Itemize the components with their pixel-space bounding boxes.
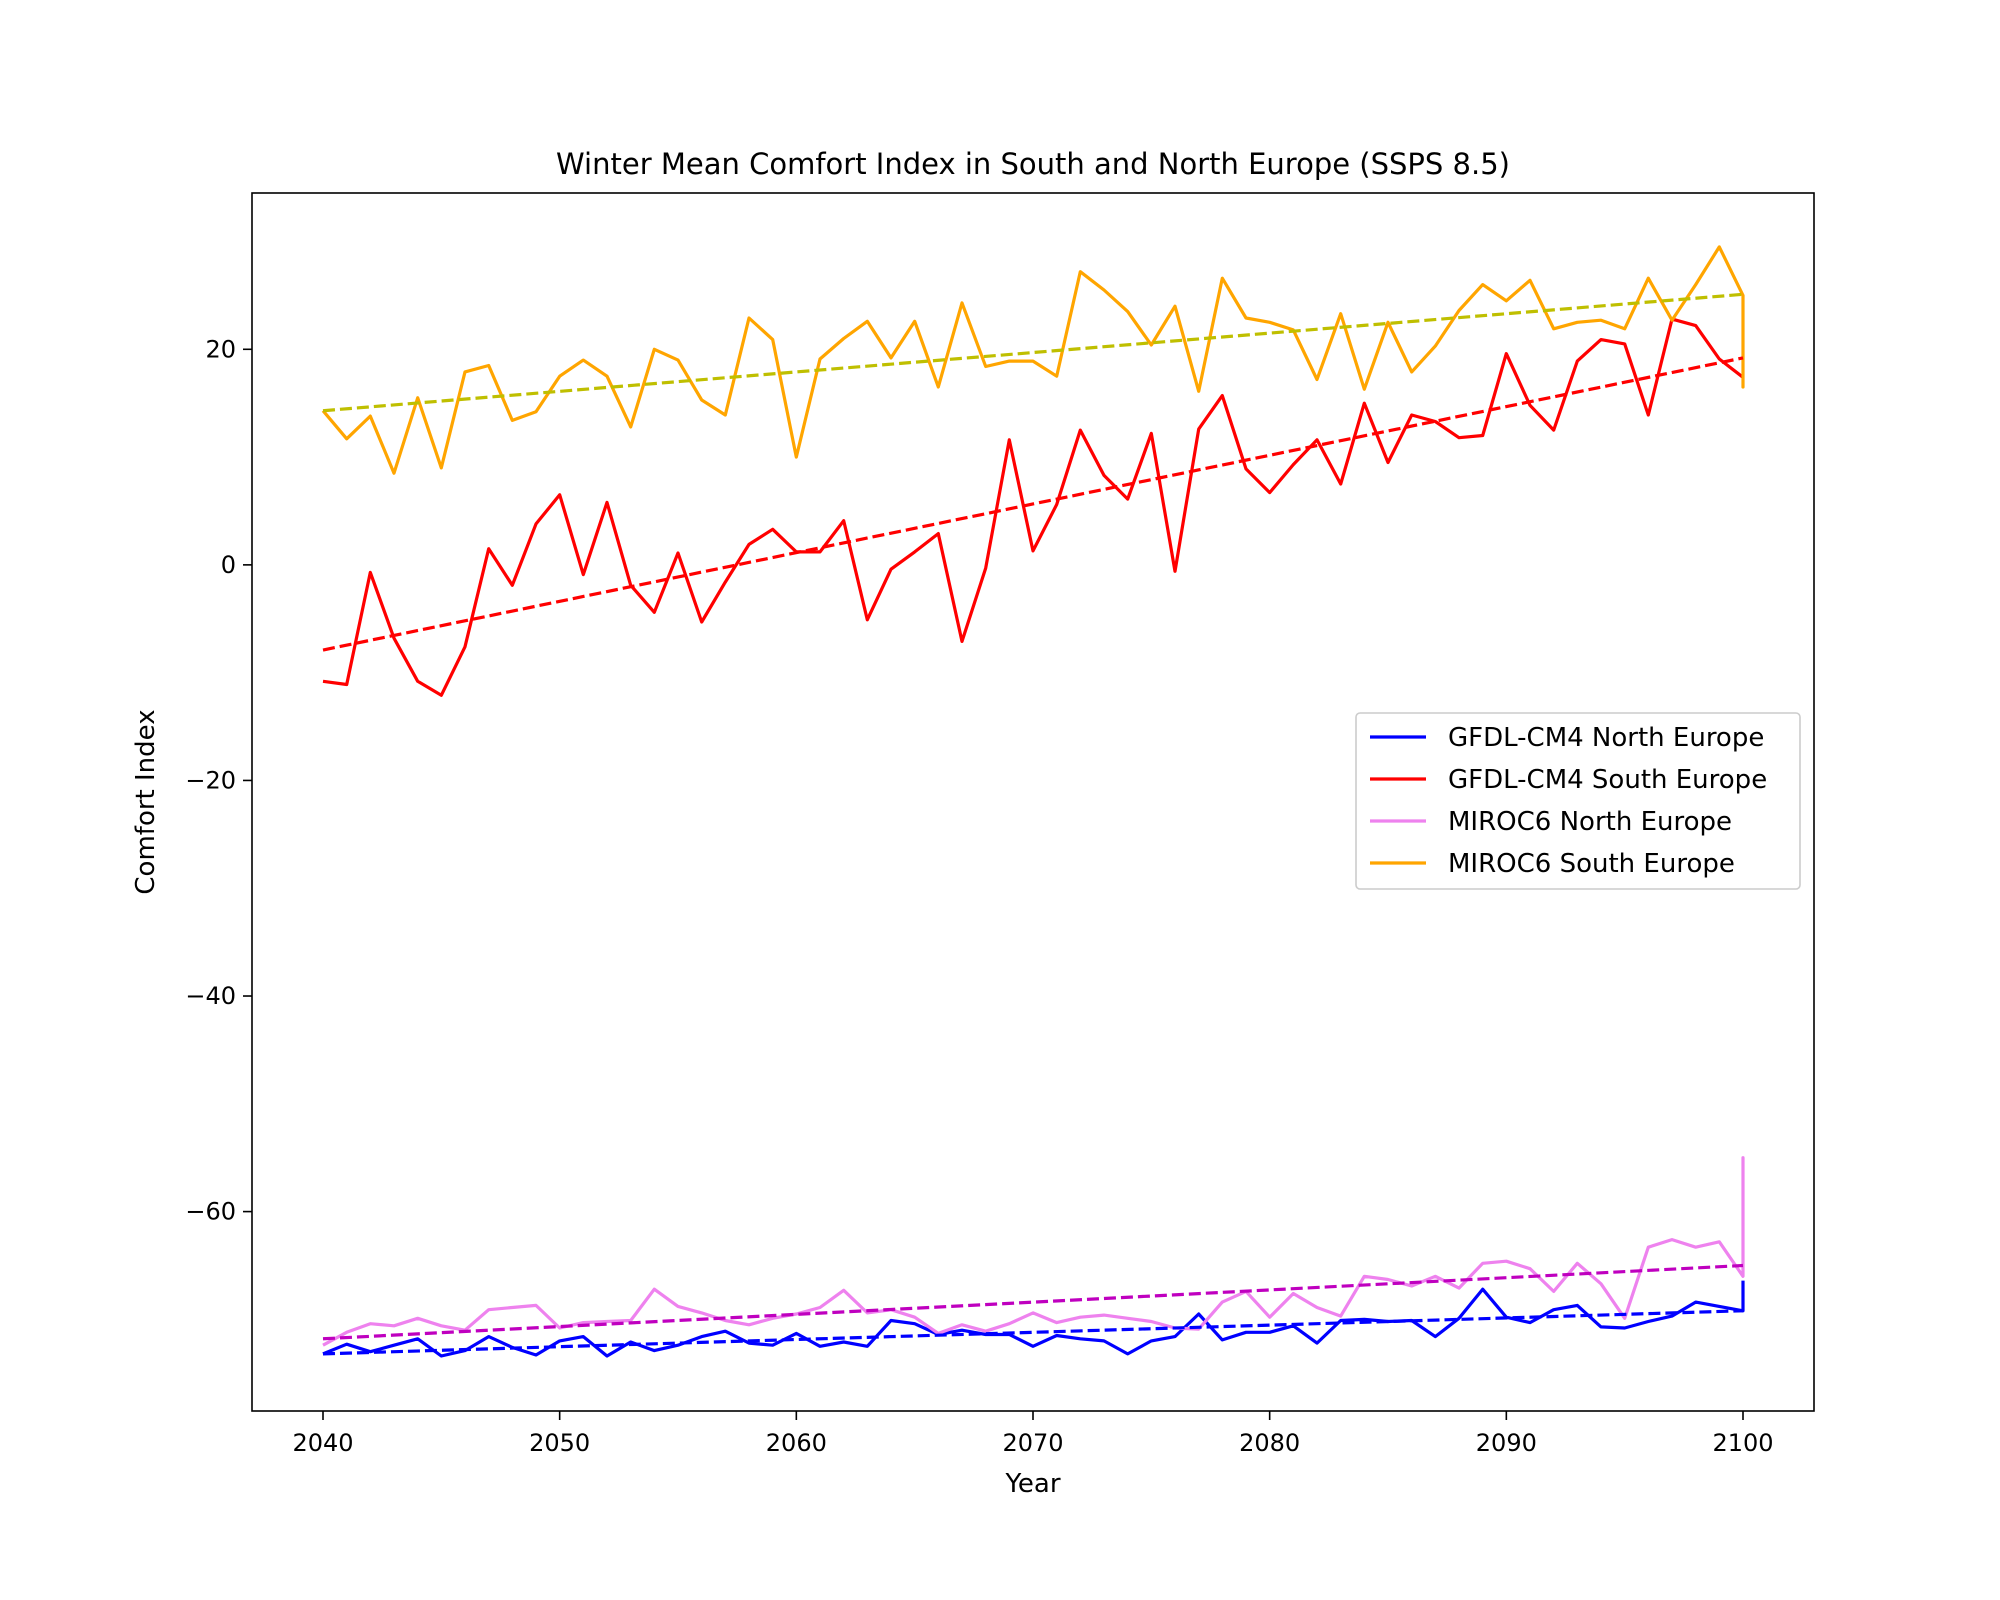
x-tick-label: 2040 [292,1429,353,1457]
y-tick-label: 0 [221,551,236,579]
chart-title: Winter Mean Comfort Index in South and N… [556,147,1510,181]
y-axis: 20 0 −20 −40 −60 [185,335,252,1226]
legend-label: MIROC6 South Europe [1448,849,1735,879]
trend-line-1 [322,1309,1744,1356]
series-line-2 [322,317,1744,697]
x-tick-label: 2090 [1476,1429,1537,1457]
trend-line-3 [322,1263,1744,1341]
series-line-4 [321,245,1745,475]
legend-label: GFDL-CM4 North Europe [1448,723,1764,753]
x-tick-label: 2060 [766,1429,827,1457]
x-tick-label: 2100 [1712,1429,1773,1457]
series-line-1 [322,1280,1745,1358]
x-tick-label: 2070 [1002,1429,1063,1457]
legend-label: GFDL-CM4 South Europe [1448,765,1767,795]
x-axis: 2040 2050 2060 2070 2080 2090 2100 [292,1411,1774,1457]
trend-line-2 [322,356,1744,652]
x-tick-label: 2080 [1239,1429,1300,1457]
y-tick-label: −20 [185,766,236,794]
y-tick-label: −40 [185,982,236,1010]
y-tick-label: −60 [185,1198,236,1226]
y-axis-label: Comfort Index [131,709,161,894]
legend: GFDL-CM4 North Europe GFDL-CM4 South Euro… [1355,712,1801,890]
trend-line-4 [322,292,1744,413]
legend-box [1355,712,1801,890]
x-axis-label: Year [1004,1469,1060,1499]
x-tick-label: 2050 [529,1429,590,1457]
plot-area [321,245,1745,1358]
plot-frame [251,192,1815,1412]
legend-label: MIROC6 North Europe [1448,807,1732,837]
y-tick-label: 20 [205,335,236,363]
